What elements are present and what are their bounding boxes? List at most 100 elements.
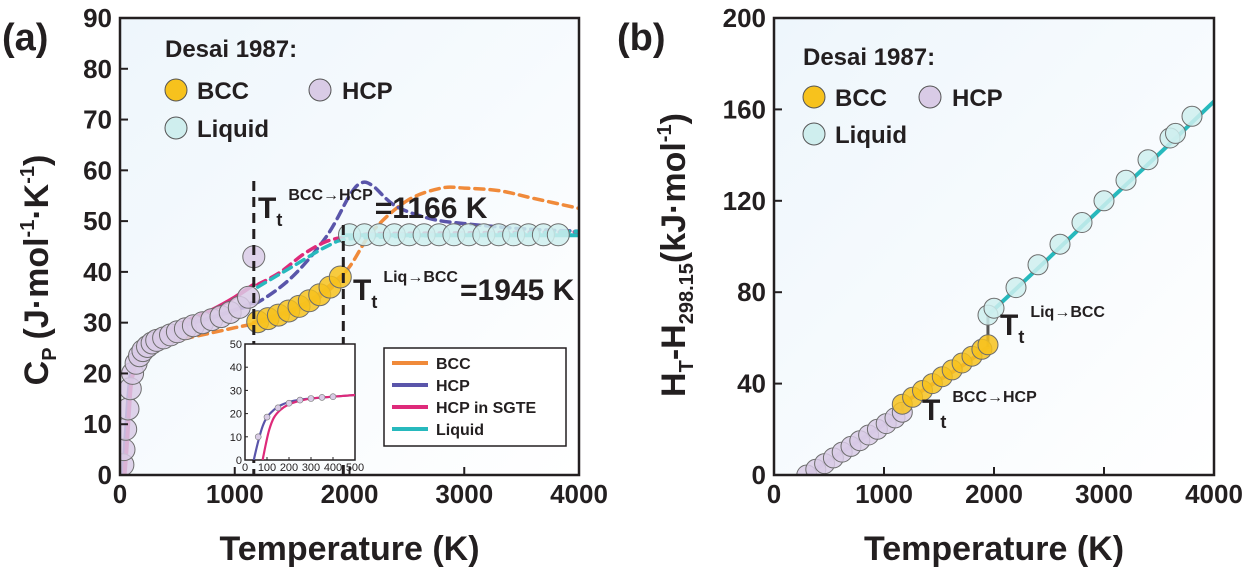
line-legend-label-hcp: HCP [436, 378, 470, 395]
inset-data-point [329, 393, 337, 401]
inset-data-point [296, 396, 304, 404]
y-axis-label-a: CP(J·mol-1·K-1) [17, 155, 61, 386]
legend-marker-liquid-b [802, 122, 826, 146]
data-point-liquid [546, 223, 570, 247]
legend-marker-hcp-a [308, 78, 332, 102]
annotation-bcc-hcp: TtBCC→HCP=1166 K [258, 187, 488, 230]
legend-title-a: Desai 1987: [165, 36, 297, 63]
y-tick-label: 80 [737, 277, 766, 307]
legend-marker-bcc-b [802, 85, 826, 109]
legend-marker-bcc-a [164, 78, 188, 102]
legend-label-hcp-b: HCP [952, 85, 1003, 112]
inset-x-tick-label: 0 [242, 462, 248, 474]
data-point-liquid-b [1181, 105, 1203, 127]
x-tick-label: 3000 [1075, 479, 1133, 509]
data-point-liquid-b [1115, 169, 1137, 191]
inset-data-point [254, 433, 262, 441]
inset-x-tick-label: 300 [302, 462, 320, 474]
y-tick-label: 50 [83, 206, 112, 236]
y-tick-label: 80 [83, 54, 112, 84]
x-tick-label: 2000 [321, 479, 379, 509]
data-point-hcp [120, 417, 138, 441]
y-tick-label: 60 [83, 155, 112, 185]
inset-x-tick-label: 200 [280, 462, 298, 474]
y-tick-label: 70 [83, 105, 112, 135]
y-axis-label-b: HT-H298.15(kJ·mol-1) [654, 113, 698, 397]
data-point-hcp [120, 438, 136, 462]
inset-data-point [263, 413, 271, 421]
inset-data-point [285, 399, 293, 407]
y-tick-label: 40 [83, 257, 112, 287]
inset-data-point [318, 394, 326, 401]
x-tick-label: 1000 [206, 479, 264, 509]
legend-label-liquid-a: Liquid [197, 116, 269, 143]
y-tick-label: 120 [723, 186, 766, 216]
y-tick-label: 40 [737, 369, 766, 399]
data-point-liquid-b [1165, 122, 1186, 144]
data-point-liquid-b [983, 297, 1005, 319]
y-tick-label: 10 [83, 409, 112, 439]
data-point-liquid-b [1071, 212, 1093, 233]
legend-marker-liquid-a [164, 116, 188, 140]
data-point-liquid-b [1005, 277, 1027, 299]
inset-y-tick-label: 10 [230, 432, 242, 444]
data-point-liquid-b [1137, 149, 1159, 171]
x-tick-label: 4000 [550, 479, 608, 509]
inset-x-tick-label: 400 [324, 462, 342, 474]
line-legend-label-liquid: Liquid [436, 422, 484, 439]
legend-label-bcc-b: BCC [835, 85, 887, 112]
inset-y-tick-label: 40 [230, 362, 242, 374]
panel-b: Desai 1987: BCC HCP Liquid TtLiq→BCC TtB… [617, 3, 1243, 568]
inset-x-tick-label: 100 [258, 462, 276, 474]
inset-y-tick-label: 50 [230, 339, 242, 351]
y-tick-label: 30 [83, 308, 112, 338]
line-legend-label-hcp-sgte: HCP in SGTE [436, 400, 536, 417]
legend-label-hcp-a: HCP [342, 78, 393, 105]
panel-label-a: (a) [2, 17, 48, 59]
inset-data-point [274, 404, 282, 412]
legend-label-bcc-a: BCC [197, 78, 249, 105]
x-tick-label: 3000 [435, 479, 493, 509]
legend-marker-hcp-b [918, 85, 942, 109]
y-tick-label: 90 [83, 3, 112, 33]
x-axis-label-b: Temperature (K) [864, 530, 1124, 568]
panel-a: TtBCC→HCP=1166 K TtLiq→BCC=1945 K Desai … [2, 3, 608, 568]
ticks-b: 0 1000 2000 3000 4000 0 40 80 120 160 200 [723, 3, 1243, 509]
x-tick-label: 0 [767, 479, 781, 509]
inset-y-tick-label: 30 [230, 385, 242, 397]
x-tick-label: 4000 [1185, 479, 1243, 509]
line-legend-label-bcc: BCC [436, 356, 471, 373]
y-tick-label: 160 [723, 94, 766, 124]
data-point-bcc [328, 265, 352, 289]
inset-y-tick-label: 20 [230, 409, 242, 421]
y-tick-label: 0 [752, 460, 766, 490]
x-tick-label: 0 [113, 479, 127, 509]
data-point-bcc-b [977, 334, 999, 356]
inset-data-point [307, 395, 315, 402]
x-tick-label: 2000 [965, 479, 1023, 509]
line-legend-a: BCC HCP HCP in SGTE Liquid [383, 347, 567, 447]
plot-area-b [774, 18, 1214, 475]
annotation-liq-bcc: TtLiq→BCC=1945 K [353, 269, 575, 312]
y-tick-label: 20 [83, 358, 112, 388]
y-tick-label: 200 [723, 3, 766, 33]
annotation-liq-bcc-b: TtLiq→BCC [1000, 304, 1105, 347]
x-tick-label: 1000 [855, 479, 913, 509]
x-axis-label-a: Temperature (K) [219, 530, 479, 568]
panel-label-b: (b) [617, 17, 666, 59]
legend-title-b: Desai 1987: [803, 44, 935, 71]
legend-label-liquid-b: Liquid [835, 122, 907, 149]
data-point-liquid-b [1093, 190, 1115, 212]
data-point-liquid-b [1049, 233, 1071, 255]
y-tick-label: 0 [98, 460, 112, 490]
inset-curves [252, 393, 355, 460]
markers-b [796, 105, 1203, 475]
data-point-hcp [237, 285, 260, 309]
data-point-liquid-b [1027, 254, 1049, 276]
inset-y-tick-label: 0 [236, 455, 242, 467]
annotation-bcc-hcp-b: TtBCC→HCP [922, 389, 1037, 432]
